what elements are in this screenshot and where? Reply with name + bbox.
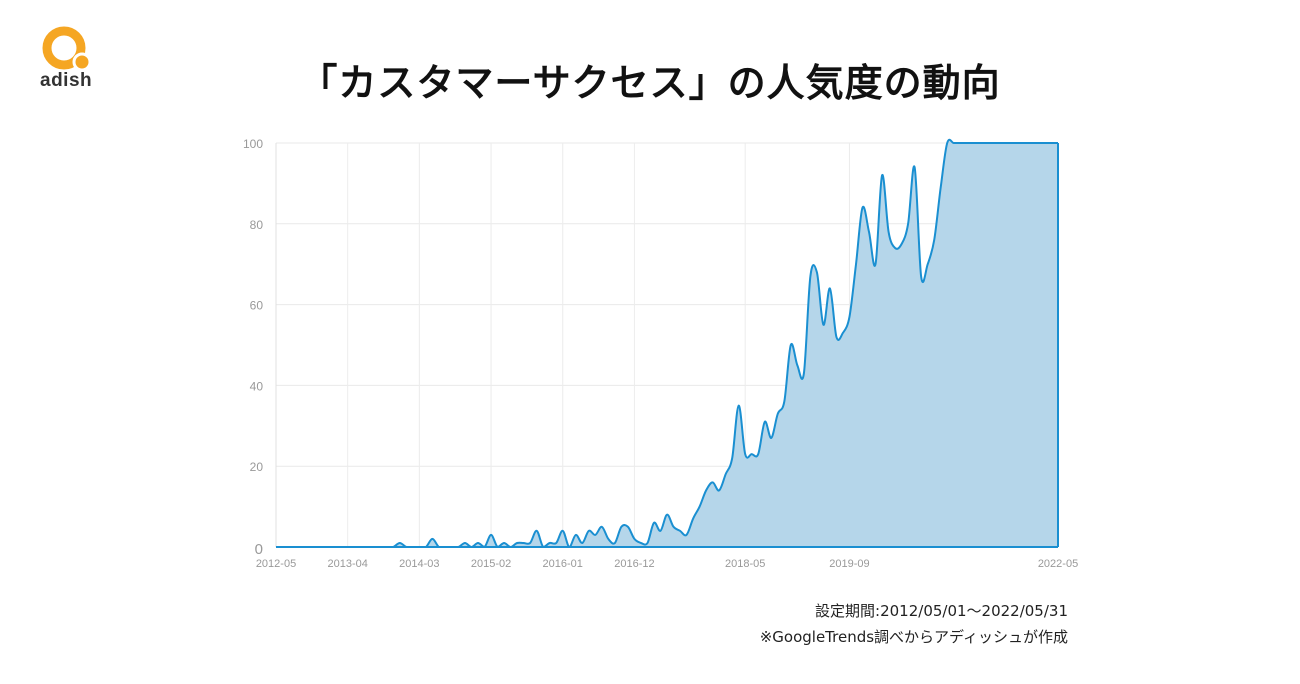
brand-name: adish xyxy=(40,70,93,91)
x-tick-label: 2019-09 xyxy=(829,558,869,570)
x-tick-label: 2013-04 xyxy=(327,558,367,570)
x-tick-label: 2016-12 xyxy=(614,558,654,570)
y-tick-label: 20 xyxy=(250,460,264,474)
adish-logo-mark-icon xyxy=(42,26,92,72)
x-tick-label: 2022-05 xyxy=(1038,558,1078,570)
y-tick-label: 60 xyxy=(250,299,264,313)
x-tick-label: 2015-02 xyxy=(471,558,511,570)
y-tick-label: 100 xyxy=(243,137,263,151)
period-note: 設定期間:2012/05/01～2022/05/31 xyxy=(815,602,1068,620)
x-tick-label: 2018-05 xyxy=(725,558,765,570)
x-tick-label: 2016-01 xyxy=(543,558,583,570)
source-note: ※GoogleTrends調べからアディッシュが作成 xyxy=(759,628,1068,646)
y-tick-label: 0 xyxy=(255,541,263,558)
adish-logo: adish xyxy=(38,26,98,96)
page-title: 「カスタマーサクセス」の人気度の動向 xyxy=(299,61,1001,105)
x-tick-label: 2014-03 xyxy=(399,558,439,570)
y-tick-label: 80 xyxy=(250,218,264,232)
y-tick-label: 40 xyxy=(250,379,264,393)
x-tick-label: 2012-05 xyxy=(256,558,296,570)
trend-area xyxy=(276,139,1058,547)
